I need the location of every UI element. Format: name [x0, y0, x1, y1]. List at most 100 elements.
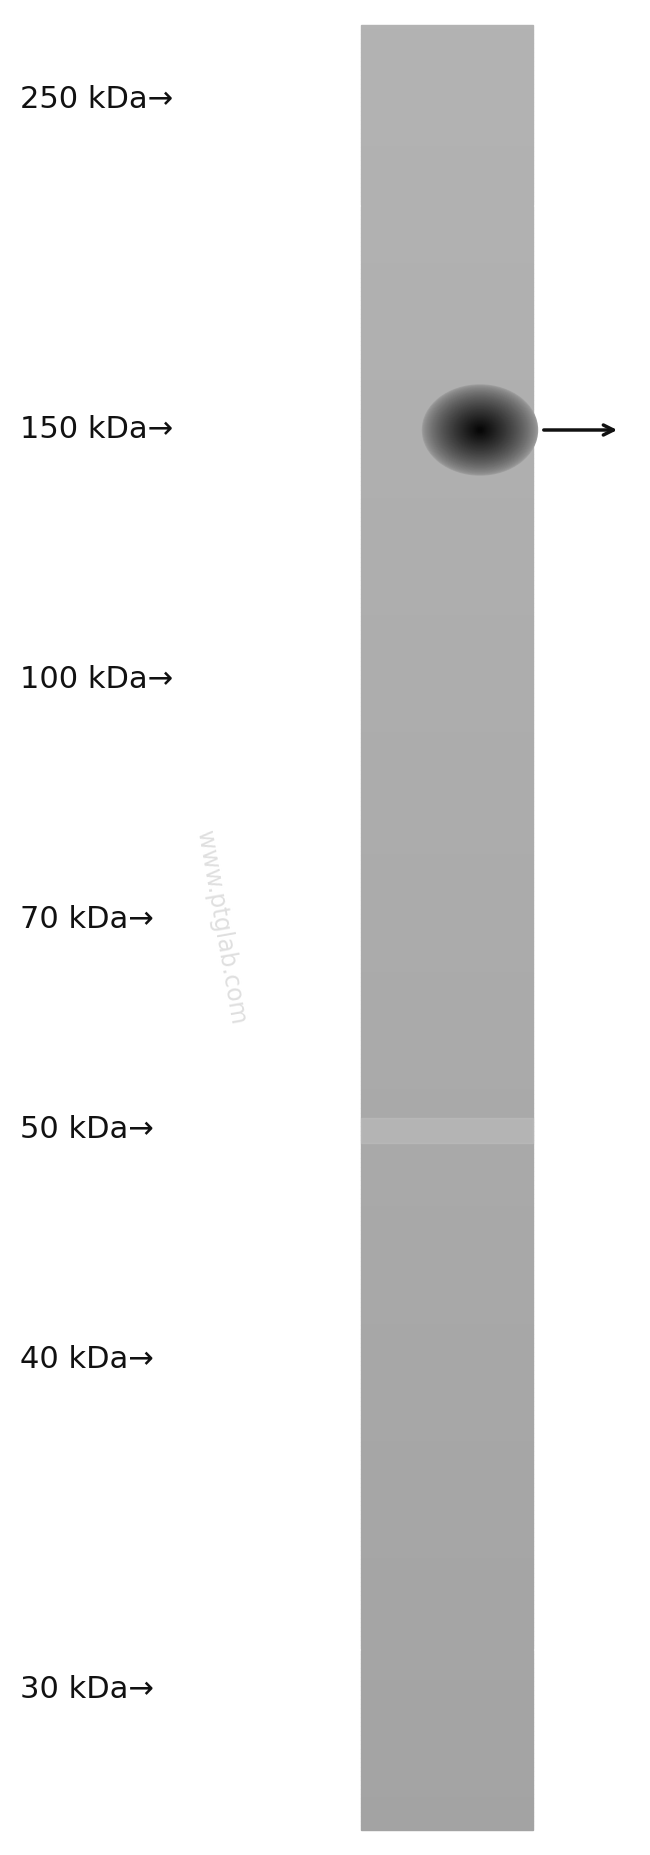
Bar [361, 955, 533, 959]
Bar [361, 1488, 533, 1491]
Ellipse shape [458, 414, 502, 447]
Bar [361, 1438, 533, 1441]
Bar [361, 1258, 533, 1261]
Bar [361, 1013, 533, 1018]
Ellipse shape [463, 417, 497, 443]
Bar [361, 877, 533, 883]
Bar [361, 174, 533, 178]
Bar [361, 215, 533, 219]
Bar [361, 137, 533, 143]
Bar [361, 1167, 533, 1171]
Bar [361, 386, 533, 391]
Bar [361, 184, 533, 187]
Bar [361, 1384, 533, 1388]
Bar [361, 1265, 533, 1271]
Bar [361, 1469, 533, 1473]
Ellipse shape [455, 410, 505, 449]
Bar [361, 1018, 533, 1022]
Bar [361, 1419, 533, 1425]
Bar [361, 594, 533, 597]
Bar [361, 1428, 533, 1432]
Bar [361, 52, 533, 58]
Bar [361, 792, 533, 796]
Bar [361, 814, 533, 820]
Bar [361, 1573, 533, 1577]
Bar [361, 851, 533, 855]
Bar [361, 1807, 533, 1812]
Bar [361, 1668, 533, 1671]
Bar [361, 697, 533, 701]
Bar [361, 1695, 533, 1699]
Bar [361, 1076, 533, 1081]
Bar [361, 675, 533, 679]
Bar [361, 1234, 533, 1239]
Bar [361, 326, 533, 332]
Bar [361, 1126, 533, 1130]
Bar [361, 1797, 533, 1803]
Bar [361, 1067, 533, 1072]
Bar [361, 796, 533, 801]
Bar [361, 247, 533, 250]
Bar [361, 1369, 533, 1375]
Bar [361, 805, 533, 811]
Bar [361, 89, 533, 93]
Bar [361, 621, 533, 625]
Bar [361, 1230, 533, 1234]
Bar [361, 1542, 533, 1545]
Ellipse shape [474, 425, 486, 434]
Bar [361, 462, 533, 467]
Bar [361, 1243, 533, 1248]
Bar [361, 521, 533, 525]
Bar [361, 707, 533, 710]
Bar [361, 1599, 533, 1605]
Bar [361, 304, 533, 310]
Bar [361, 900, 533, 905]
Text: 100 kDa→: 100 kDa→ [20, 666, 173, 694]
Bar [361, 1721, 533, 1727]
Bar [361, 1567, 533, 1573]
Bar [361, 178, 533, 184]
Ellipse shape [441, 401, 518, 460]
Bar [361, 232, 533, 237]
Bar [361, 336, 533, 341]
Bar [361, 291, 533, 295]
Bar [361, 1605, 533, 1608]
Text: 50 kDa→: 50 kDa→ [20, 1115, 154, 1145]
Bar [361, 93, 533, 96]
Bar [361, 1812, 533, 1816]
Bar [361, 1636, 533, 1640]
Bar [361, 1734, 533, 1740]
Bar [361, 1781, 533, 1785]
Bar [361, 1586, 533, 1592]
Bar [361, 972, 533, 978]
Bar [361, 1050, 533, 1054]
Bar [361, 1744, 533, 1749]
Bar [361, 1551, 533, 1554]
Bar [361, 1618, 533, 1623]
Bar [361, 1321, 533, 1324]
Bar [361, 1208, 533, 1211]
Ellipse shape [443, 401, 517, 460]
Ellipse shape [453, 408, 507, 451]
Bar [361, 70, 533, 74]
Bar [361, 156, 533, 160]
Bar [361, 1790, 533, 1794]
Bar [361, 751, 533, 757]
Bar [361, 1365, 533, 1369]
Bar [361, 83, 533, 89]
Bar [361, 1649, 533, 1655]
Bar [361, 1690, 533, 1695]
Bar [361, 868, 533, 874]
Text: 30 kDa→: 30 kDa→ [20, 1675, 154, 1705]
Bar [361, 1456, 533, 1460]
Bar [361, 660, 533, 666]
Bar [361, 1063, 533, 1067]
Bar [361, 1028, 533, 1031]
Bar [361, 679, 533, 684]
Bar [361, 657, 533, 660]
Bar [361, 1753, 533, 1759]
Bar [361, 1041, 533, 1044]
Bar [361, 490, 533, 493]
Ellipse shape [477, 429, 483, 432]
Bar [361, 1139, 533, 1145]
